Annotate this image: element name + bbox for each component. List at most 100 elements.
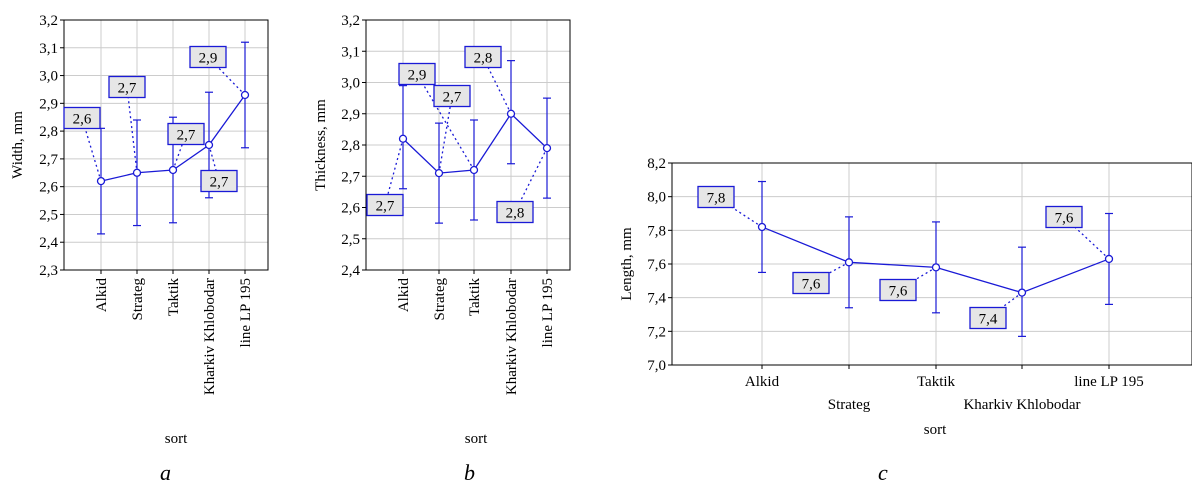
data-point: [1104, 254, 1114, 264]
panel-letter-a: a: [160, 460, 171, 485]
data-label: 2,9: [199, 51, 218, 67]
data-point: [506, 109, 516, 118]
y-axis-title: Width, mm: [10, 111, 26, 179]
x-tick-label: Taktik: [917, 374, 956, 390]
x-tick-label: Taktik: [166, 278, 182, 317]
data-label: 2,7: [118, 81, 137, 97]
data-label-box: [366, 193, 404, 217]
data-label: 7,4: [979, 312, 998, 328]
plot-frame: [671, 162, 1192, 366]
y-tick-label: 2,8: [341, 138, 360, 154]
data-label-leader: [482, 56, 512, 115]
data-label: 2,7: [376, 199, 395, 215]
data-label: 2,9: [408, 68, 427, 84]
y-tick-label: 7,2: [647, 324, 666, 340]
data-label-box: [433, 84, 471, 108]
data-label-box: [189, 45, 227, 69]
data-label-box: [496, 200, 534, 224]
data-point: [96, 176, 106, 186]
y-tick-label: 2,7: [341, 169, 360, 185]
data-label: 2,7: [177, 128, 196, 144]
x-axis-title: sort: [165, 431, 188, 447]
x-axis-title: sort: [465, 431, 488, 447]
x-axis-title: sort: [924, 422, 947, 438]
data-label: 2,7: [210, 175, 229, 191]
data-label: 7,6: [1055, 211, 1074, 227]
x-tick-label: Kharkiv Khlobodar: [963, 397, 1080, 413]
data-label: 7,6: [802, 277, 821, 293]
y-tick-label: 3,1: [341, 44, 360, 60]
data-label-leader: [384, 138, 404, 206]
data-point: [132, 168, 142, 177]
data-label: 2,7: [443, 90, 462, 106]
data-label: 7,6: [889, 284, 908, 300]
data-point: [844, 258, 854, 267]
data-point: [240, 90, 250, 100]
data-point: [931, 263, 941, 272]
data-label: 2,8: [506, 206, 525, 222]
x-tick-label: line LP 195: [1074, 374, 1143, 390]
y-tick-label: 3,0: [39, 69, 58, 85]
x-tick-label: Strateg: [828, 397, 871, 413]
x-tick-label: Alkid: [745, 374, 780, 390]
data-label: 2,6: [73, 112, 92, 128]
data-label-box: [200, 169, 238, 193]
y-tick-label: 3,0: [341, 76, 360, 92]
panel-letter-c: c: [878, 460, 888, 485]
y-tick-label: 2,5: [341, 232, 360, 248]
data-point: [469, 165, 479, 175]
x-tick-label: Alkid: [396, 278, 412, 313]
y-tick-label: 7,4: [647, 291, 666, 307]
x-tick-label: line LP 195: [540, 278, 556, 347]
data-label-leader: [207, 56, 246, 96]
data-point: [434, 168, 444, 178]
data-label-box: [792, 271, 830, 295]
y-tick-label: 2,4: [39, 235, 58, 251]
data-label-leader: [438, 95, 453, 174]
x-tick-label: Alkid: [94, 278, 110, 313]
y-tick-label: 2,6: [341, 201, 360, 217]
x-tick-label: Taktik: [467, 278, 483, 317]
y-tick-label: 3,1: [39, 41, 58, 57]
series-line: [402, 112, 548, 174]
x-tick-label: line LP 195: [238, 278, 254, 347]
y-tick-label: 3,2: [39, 13, 58, 29]
y-tick-label: 3,2: [341, 13, 360, 29]
data-label: 2,8: [474, 51, 493, 67]
y-axis-title: Length, mm: [619, 227, 635, 301]
x-tick-label: Kharkiv Khlobodar: [504, 278, 520, 395]
chart-panel-a: 2,3 2,4 2,5 2,6 2,7 2,8 2,9 3,0 3,1 3,2 Alkid Strat…: [10, 13, 269, 447]
data-point: [168, 165, 178, 175]
data-label-box: [879, 278, 917, 302]
y-tick-label: 7,8: [647, 223, 666, 239]
y-tick-label: 2,9: [341, 107, 360, 123]
data-point: [398, 134, 408, 143]
y-tick-label: 8,0: [647, 190, 666, 206]
data-label-box: [697, 185, 735, 209]
plot-frame: [63, 19, 269, 271]
y-tick-label: 2,3: [39, 263, 58, 279]
data-label-leader: [416, 73, 475, 171]
y-tick-label: 2,8: [39, 124, 58, 140]
x-tick-label: Strateg: [130, 278, 146, 321]
x-tick-label: Kharkiv Khlobodar: [202, 278, 218, 395]
data-point: [1017, 288, 1027, 297]
data-label-leader: [514, 147, 548, 213]
y-tick-label: 8,2: [647, 156, 666, 172]
data-point: [542, 143, 552, 153]
data-label-box: [63, 106, 101, 130]
plot-frame: [365, 19, 571, 271]
data-label-box: [969, 306, 1007, 330]
y-tick-label: 7,6: [647, 257, 666, 273]
panel-letter-b: b: [464, 460, 475, 485]
data-label-box: [108, 75, 146, 99]
y-tick-label: 2,5: [39, 207, 58, 223]
y-tick-label: 2,4: [341, 263, 360, 279]
y-tick-label: 7,0: [647, 358, 666, 374]
data-point: [204, 140, 214, 150]
y-axis-title: Thickness, mm: [313, 99, 329, 191]
y-tick-label: 2,6: [39, 180, 58, 196]
y-tick-label: 2,7: [39, 152, 58, 168]
data-label-leader: [126, 86, 138, 173]
